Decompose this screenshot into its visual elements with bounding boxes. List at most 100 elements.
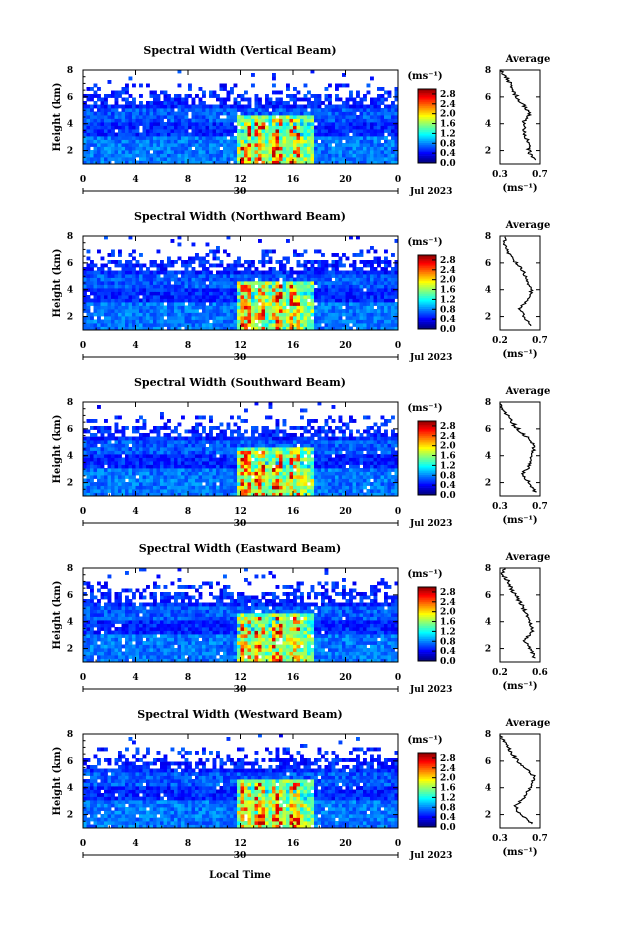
avg-x-tick-label: 0.7 bbox=[532, 170, 548, 180]
y-tick-label: 4 bbox=[67, 784, 73, 794]
date-label: Jul 2023 bbox=[409, 519, 452, 529]
colorbar-tick-label: 2.8 bbox=[440, 422, 456, 432]
y-tick-label: 8 bbox=[67, 398, 73, 408]
colorbar-frame bbox=[417, 586, 437, 662]
colorbar-tick-label: 2.8 bbox=[440, 256, 456, 266]
panel-2: Spectral Width (Northward Beam) 2 4 6 8 Heigh… bbox=[52, 210, 550, 363]
colorbar-frame bbox=[417, 420, 437, 496]
avg-x-tick-label: 0.3 bbox=[492, 834, 508, 844]
average-profile-line bbox=[502, 236, 534, 327]
average-unit: (ms⁻¹) bbox=[502, 183, 537, 194]
avg-y-tick-label: 2 bbox=[485, 811, 491, 821]
average-unit: (ms⁻¹) bbox=[502, 349, 537, 360]
x-tick-label: 16 bbox=[287, 175, 300, 185]
x-tick-label: 0 bbox=[395, 341, 401, 351]
panel-title: Spectral Width (Eastward Beam) bbox=[139, 542, 341, 555]
average-title: Average bbox=[505, 386, 551, 397]
y-tick-label: 8 bbox=[67, 232, 73, 242]
x-tick-label: 4 bbox=[132, 839, 138, 849]
y-tick-label: 6 bbox=[67, 93, 73, 103]
x-tick-label: 0 bbox=[80, 839, 86, 849]
colorbar-tick-label: 2.0 bbox=[440, 110, 456, 120]
colorbar-tick-label: 0.0 bbox=[440, 325, 456, 335]
average-profile: Average 2 4 6 8 0.3 0.7 (ms⁻¹) bbox=[485, 54, 550, 194]
day-label: 30 bbox=[234, 187, 247, 197]
x-tick-label: 0 bbox=[395, 839, 401, 849]
x-tick-label: 16 bbox=[287, 673, 300, 683]
avg-y-tick-label: 2 bbox=[485, 645, 491, 655]
avg-y-tick-label: 2 bbox=[485, 147, 491, 157]
day-label: 30 bbox=[234, 353, 247, 363]
colorbar-unit: (ms⁻¹) bbox=[407, 403, 442, 414]
avg-x-tick-label: 0.2 bbox=[492, 668, 508, 678]
panel-3: Spectral Width (Southward Beam) 2 4 6 8 Heigh… bbox=[52, 376, 550, 529]
colorbar-unit: (ms⁻¹) bbox=[407, 237, 442, 248]
colorbar-tick-label: 2.0 bbox=[440, 608, 456, 618]
y-tick-label: 4 bbox=[67, 286, 73, 296]
colorbar-tick-label: 2.4 bbox=[440, 598, 456, 608]
x-tick-label: 4 bbox=[132, 673, 138, 683]
avg-x-tick-label: 0.2 bbox=[492, 336, 508, 346]
panel-title: Spectral Width (Westward Beam) bbox=[137, 708, 342, 721]
x-tick-label: 8 bbox=[185, 175, 191, 185]
average-profile: Average 2 4 6 8 0.2 0.7 (ms⁻¹) bbox=[485, 220, 550, 360]
y-axis-label: Height (km) bbox=[52, 83, 63, 152]
average-unit: (ms⁻¹) bbox=[502, 681, 537, 692]
avg-x-tick-label: 0.7 bbox=[532, 502, 548, 512]
colorbar-tick-label: 1.2 bbox=[440, 295, 456, 305]
colorbar-tick-label: 2.8 bbox=[440, 754, 456, 764]
y-tick-label: 6 bbox=[67, 259, 73, 269]
colorbar-frame bbox=[417, 752, 437, 828]
y-tick-label: 2 bbox=[67, 811, 73, 821]
x-tick-label: 16 bbox=[287, 839, 300, 849]
colorbar-tick-label: 2.4 bbox=[440, 266, 456, 276]
x-tick-label: 8 bbox=[185, 507, 191, 517]
panel-title: Spectral Width (Southward Beam) bbox=[134, 376, 346, 389]
average-title: Average bbox=[505, 54, 551, 65]
avg-y-tick-label: 8 bbox=[485, 232, 491, 242]
average-frame bbox=[499, 733, 541, 829]
colorbar-tick-label: 0.8 bbox=[440, 803, 456, 813]
average-profile: Average 2 4 6 8 0.2 0.6 (ms⁻¹) bbox=[485, 552, 550, 692]
colorbar: 0.00.40.81.21.62.02.42.8 bbox=[417, 586, 456, 667]
avg-y-tick-label: 4 bbox=[485, 452, 491, 462]
y-tick-label: 8 bbox=[67, 564, 73, 574]
colorbar-tick-label: 2.0 bbox=[440, 774, 456, 784]
colorbar-tick-label: 2.4 bbox=[440, 764, 456, 774]
heatmap-cells bbox=[83, 568, 398, 662]
y-tick-label: 6 bbox=[67, 757, 73, 767]
y-tick-label: 6 bbox=[67, 425, 73, 435]
x-tick-label: 0 bbox=[395, 673, 401, 683]
x-tick-label: 8 bbox=[185, 673, 191, 683]
y-tick-label: 4 bbox=[67, 452, 73, 462]
y-tick-label: 2 bbox=[67, 313, 73, 323]
average-profile-line bbox=[500, 568, 536, 659]
colorbar-frame bbox=[417, 254, 437, 330]
average-title: Average bbox=[505, 220, 551, 231]
colorbar-tick-label: 0.0 bbox=[440, 491, 456, 501]
x-tick-label: 0 bbox=[395, 175, 401, 185]
day-label: 30 bbox=[234, 685, 247, 695]
average-profile: Average 2 4 6 8 0.3 0.7 (ms⁻¹) bbox=[485, 718, 550, 858]
x-tick-label: 0 bbox=[395, 507, 401, 517]
x-tick-label: 20 bbox=[339, 341, 352, 351]
average-frame bbox=[499, 235, 541, 331]
x-tick-label: 12 bbox=[234, 507, 247, 517]
average-unit: (ms⁻¹) bbox=[502, 515, 537, 526]
avg-y-tick-label: 6 bbox=[485, 259, 491, 269]
avg-x-tick-label: 0.3 bbox=[492, 170, 508, 180]
colorbar-tick-label: 1.6 bbox=[440, 618, 456, 628]
y-axis-label: Height (km) bbox=[52, 747, 63, 816]
avg-y-tick-label: 4 bbox=[485, 286, 491, 296]
x-tick-label: 16 bbox=[287, 341, 300, 351]
y-tick-label: 2 bbox=[67, 645, 73, 655]
panel-4: Spectral Width (Eastward Beam) 2 4 6 8 Height… bbox=[52, 542, 550, 695]
x-tick-label: 12 bbox=[234, 341, 247, 351]
date-label: Jul 2023 bbox=[409, 187, 452, 197]
average-title: Average bbox=[505, 552, 551, 563]
colorbar-tick-label: 2.8 bbox=[440, 588, 456, 598]
date-label: Jul 2023 bbox=[409, 851, 452, 861]
colorbar: 0.00.40.81.21.62.02.42.8 bbox=[417, 88, 456, 169]
colorbar-tick-label: 0.8 bbox=[440, 305, 456, 315]
colorbar-tick-label: 1.2 bbox=[440, 627, 456, 637]
